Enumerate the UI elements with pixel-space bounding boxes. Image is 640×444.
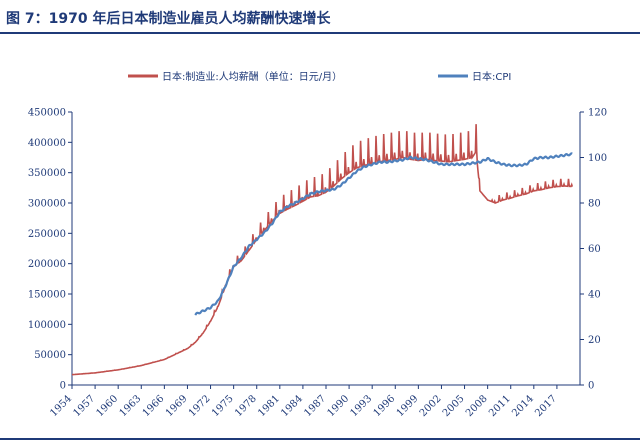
x-tick-label: 1987 (302, 393, 328, 419)
x-tick-label: 2014 (510, 393, 536, 419)
right-y-tick-label: 60 (588, 244, 601, 255)
right-y-tick-label: 100 (588, 153, 607, 164)
left-y-tick-label: 100000 (28, 320, 66, 331)
x-tick-label: 2011 (487, 393, 513, 419)
x-tick-label: 1996 (372, 393, 398, 419)
left-y-tick-label: 350000 (28, 168, 66, 179)
x-tick-label: 1978 (233, 393, 259, 419)
x-tick-label: 1990 (325, 393, 351, 419)
right-y-ticks: 0 20 40 60 80 100 120 (580, 108, 607, 392)
left-y-ticks: 0 50000 100000 150000 200000 250000 300000 3500… (28, 108, 72, 392)
series-wage-line (72, 124, 574, 376)
x-tick-label: 1969 (164, 393, 190, 419)
x-tick-label: 1972 (187, 393, 213, 419)
legend-wage-label: 日本:制造业:人均薪酬（单位：日元/月） (162, 70, 342, 83)
x-tick-label: 1954 (48, 393, 74, 419)
left-y-tick-label: 400000 (28, 138, 66, 149)
legend-cpi-label: 日本:CPI (472, 70, 511, 83)
legend: 日本:制造业:人均薪酬（单位：日元/月） 日本:CPI (128, 70, 511, 83)
x-ticks: 1954195719601963196619691972197519781981… (48, 385, 559, 419)
x-tick-label: 1999 (395, 393, 421, 419)
x-tick-label: 1984 (279, 393, 305, 419)
right-y-tick-label: 80 (588, 199, 601, 210)
top-rule (0, 32, 640, 34)
x-tick-label: 1963 (118, 393, 144, 419)
left-y-tick-label: 200000 (28, 259, 66, 270)
right-y-tick-label: 40 (588, 290, 601, 301)
left-y-tick-label: 450000 (28, 108, 66, 119)
x-tick-label: 2008 (464, 393, 490, 419)
x-tick-label: 1966 (141, 393, 167, 419)
bottom-rule (0, 438, 640, 440)
figure-title: 图 7：1970 年后日本制造业雇员人均薪酬快速增长 (6, 11, 331, 27)
left-y-tick-label: 0 (60, 381, 66, 392)
x-tick-label: 1960 (95, 393, 121, 419)
x-tick-label: 1993 (349, 393, 375, 419)
series-cpi-line (194, 152, 573, 316)
x-tick-label: 2017 (533, 393, 559, 419)
x-tick-label: 1975 (210, 393, 236, 419)
right-y-tick-label: 0 (588, 381, 594, 392)
x-tick-label: 2005 (441, 393, 467, 419)
left-y-tick-label: 50000 (34, 350, 66, 361)
left-y-tick-label: 300000 (28, 199, 66, 210)
right-y-tick-label: 20 (588, 335, 601, 346)
x-tick-label: 2002 (418, 393, 444, 419)
x-tick-label: 1981 (256, 393, 282, 419)
left-y-tick-label: 250000 (28, 229, 66, 240)
right-y-tick-label: 120 (588, 108, 607, 119)
left-y-tick-label: 150000 (28, 290, 66, 301)
x-tick-label: 1957 (71, 393, 97, 419)
